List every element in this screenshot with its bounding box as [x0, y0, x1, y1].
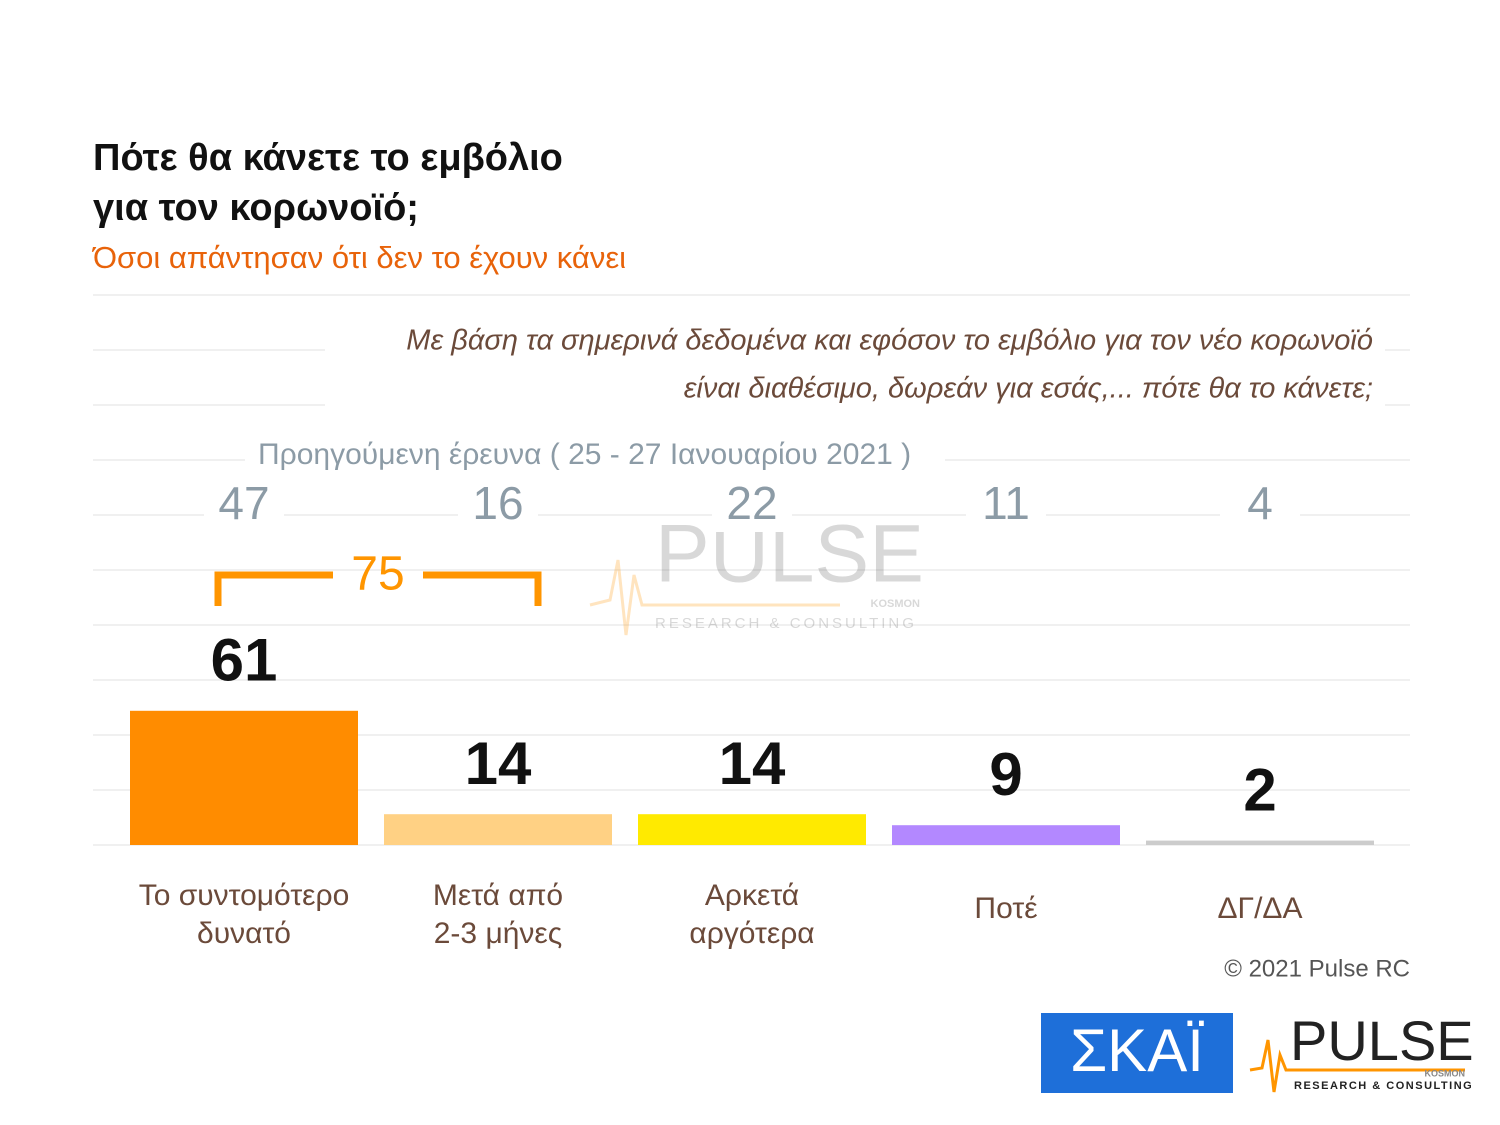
chart-title: Πότε θα κάνετε το εμβόλιο — [93, 137, 563, 179]
x-tick-label: Μετά από — [433, 879, 563, 912]
watermark-sub: RESEARCH & CONSULTING — [655, 615, 917, 632]
watermark-tag: KOSMON — [871, 598, 921, 610]
bar — [1146, 840, 1374, 845]
x-tick-label: ΔΓ/ΔΑ — [1218, 892, 1303, 925]
legend-label: Προηγούμενη έρευνα ( 25 - 27 Ιανουαρίου … — [258, 438, 911, 471]
x-tick-label: Αρκετά — [705, 879, 799, 912]
legend-bg — [245, 438, 945, 474]
value-label: 61 — [211, 627, 278, 694]
prev-value-bg — [1220, 482, 1300, 532]
prev-value: 11 — [982, 477, 1030, 529]
prev-value: 47 — [218, 477, 269, 529]
chart-title: για τον κορωνοϊό; — [93, 187, 419, 229]
watermark-pulse — [589, 559, 840, 636]
prev-value: 4 — [1247, 477, 1273, 529]
value-label: 9 — [989, 741, 1022, 808]
value-label: 14 — [465, 730, 532, 797]
bar — [892, 825, 1120, 845]
bar — [638, 814, 866, 845]
chart-subtitle: Όσοι απάντησαν ότι δεν το έχουν κάνει — [91, 240, 626, 275]
prev-value-bg — [458, 482, 538, 532]
prev-value: 22 — [726, 477, 777, 529]
prev-value: 16 — [472, 477, 523, 529]
x-tick-label: Ποτέ — [974, 892, 1037, 925]
bracket — [423, 571, 542, 606]
x-tick-label: αργότερα — [689, 917, 814, 950]
logos: ΣΚΑΪ PULSE KOSMON RESEARCH & CONSULTING — [1041, 1009, 1474, 1093]
pulse-logo-text: PULSE — [1290, 1009, 1474, 1072]
prev-value-bg — [966, 482, 1046, 532]
x-tick-label: Το συντομότερο — [139, 879, 350, 912]
copyright: © 2021 Pulse RC — [1224, 955, 1410, 982]
question: είναι διαθέσιμο, δωρεάν για εσάς,... πότ… — [684, 373, 1373, 405]
skai-logo — [1041, 1013, 1233, 1093]
x-tick-label: δυνατό — [197, 917, 291, 950]
bar — [384, 814, 612, 845]
prev-value-bg — [204, 482, 284, 532]
skai-logo-text: ΣΚΑΪ — [1070, 1017, 1204, 1084]
bracket-label: 75 — [351, 548, 404, 601]
pulse-logo-line — [1249, 1039, 1465, 1093]
x-tick-label: 2-3 μήνες — [434, 917, 563, 950]
bar — [130, 710, 358, 845]
question: Με βάση τα σημερινά δεδομένα και εφόσον … — [406, 325, 1373, 357]
prev-value-bg — [712, 482, 792, 532]
value-label: 14 — [719, 730, 786, 797]
pulse-logo-tag: KOSMON — [1425, 1068, 1466, 1078]
watermark: PULSE KOSMON RESEARCH & CONSULTING — [589, 509, 924, 636]
question-bg — [325, 320, 1385, 420]
pulse-logo-sub: RESEARCH & CONSULTING — [1294, 1080, 1473, 1092]
bracket — [214, 571, 333, 606]
value-label: 2 — [1243, 756, 1276, 823]
